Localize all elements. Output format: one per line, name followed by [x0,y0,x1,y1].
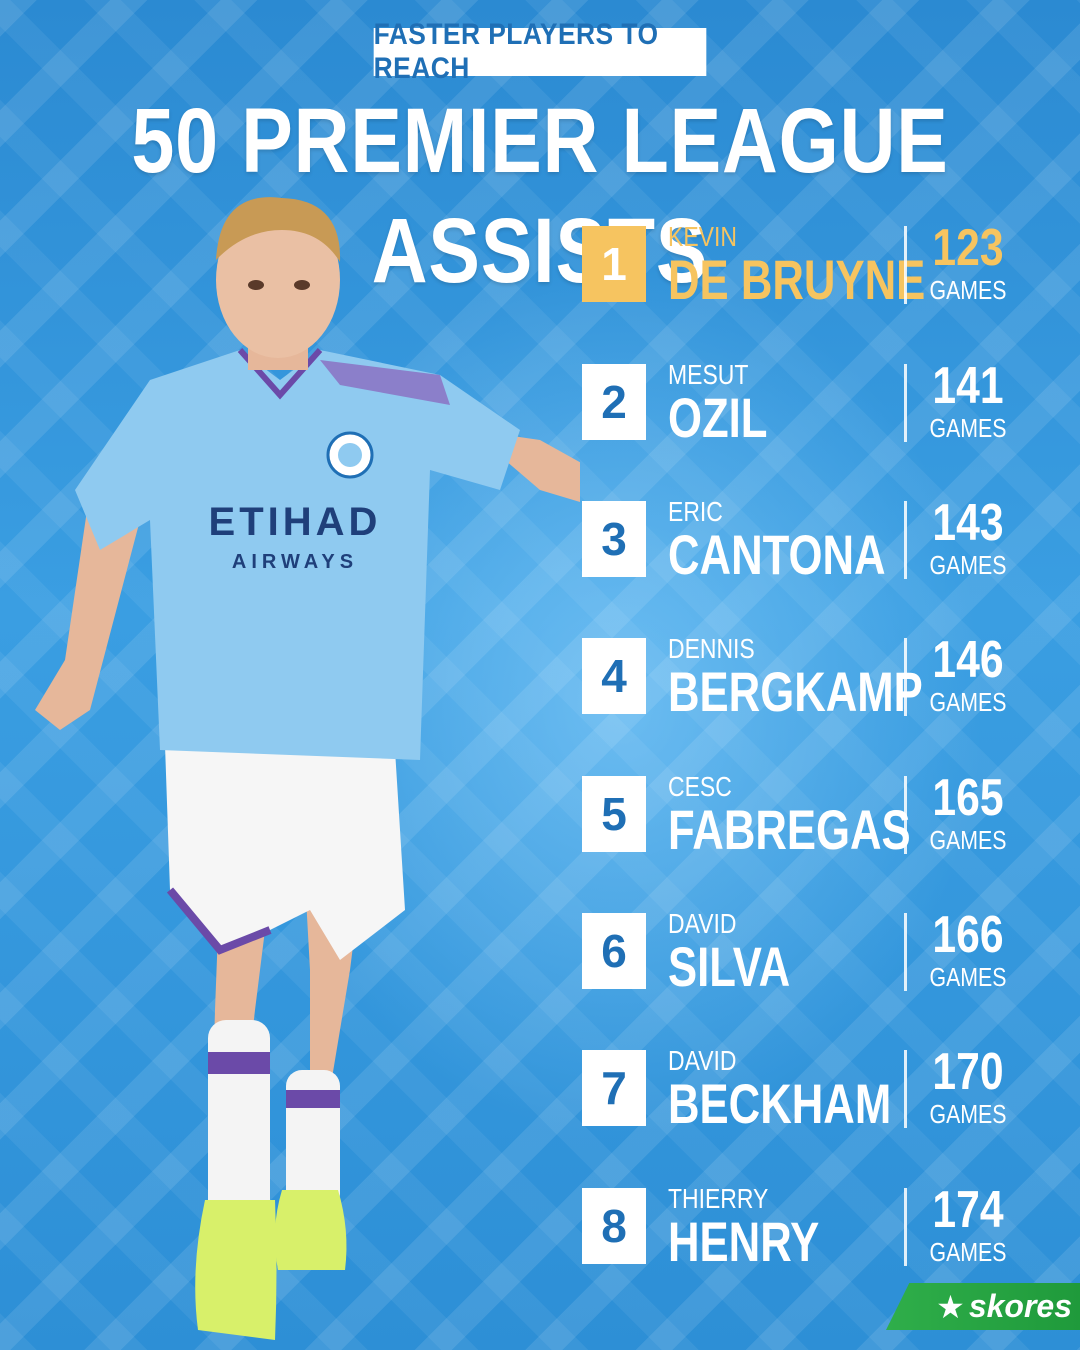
star-icon: ★ [936,1288,965,1325]
player-first-name: CESC [668,771,732,802]
player-last-name: DE BRUYNE [668,248,926,311]
row-divider [904,913,907,991]
player-first-name: DENNIS [668,633,755,664]
ranking-row: 8 THIERRY HENRY 174 GAMES [582,1181,1022,1273]
player-last-name: BERGKAMP [668,660,923,723]
player-first-name: THIERRY [668,1183,769,1214]
rank-number: 3 [582,501,646,577]
player-first-name: DAVID [668,908,737,939]
row-divider [904,364,907,442]
player-last-name: FABREGAS [668,798,911,861]
games-unit: GAMES [929,1237,1007,1267]
games-unit: GAMES [929,413,1007,443]
ranking-row: 2 MESUT OZIL 141 GAMES [582,357,1022,449]
ranking-row: 3 ERIC CANTONA 143 GAMES [582,494,1022,586]
rank-number: 2 [582,364,646,440]
games-unit: GAMES [929,1099,1007,1129]
player-last-name: OZIL [668,386,768,449]
rank-number: 6 [582,913,646,989]
skores-logo: ★ skores [886,1283,1080,1330]
row-divider [904,776,907,854]
games-count: 123 [932,219,1004,277]
games-unit: GAMES [929,825,1007,855]
player-photo: ETIHAD AIRWAYS [35,197,580,1340]
player-first-name: ERIC [668,496,723,527]
row-divider [904,226,907,304]
rank-number: 1 [582,226,646,302]
row-divider [904,1188,907,1266]
kicker-label: FASTER PLAYERS TO REACH [373,18,707,85]
games-count: 146 [932,631,1004,689]
ranking-row: 7 DAVID BECKHAM 170 GAMES [582,1043,1022,1135]
player-last-name: CANTONA [668,523,886,586]
rank-number: 5 [582,776,646,852]
games-count: 174 [932,1181,1004,1239]
player-first-name: DAVID [668,1045,737,1076]
games-count: 141 [932,357,1004,415]
rank-number: 4 [582,638,646,714]
ranking-row: 5 CESC FABREGAS 165 GAMES [582,769,1022,861]
games-count: 143 [932,494,1004,552]
games-count: 165 [932,769,1004,827]
row-divider [904,501,907,579]
player-last-name: HENRY [668,1210,820,1273]
shirt-sponsor-text: ETIHAD [209,500,382,544]
player-last-name: BECKHAM [668,1072,892,1135]
ranking-row: 4 DENNIS BERGKAMP 146 GAMES [582,631,1022,723]
ranking-row: 6 DAVID SILVA 166 GAMES [582,906,1022,998]
page-title: 50 PREMIER LEAGUE ASSISTS [131,90,949,302]
games-count: 166 [932,906,1004,964]
ranking-row: 1 KEVIN DE BRUYNE 123 GAMES [582,219,1022,311]
brand-name: skores [968,1288,1072,1324]
games-unit: GAMES [929,550,1007,580]
player-last-name: SILVA [668,935,791,998]
rank-number: 8 [582,1188,646,1264]
games-count: 170 [932,1043,1004,1101]
rank-number: 7 [582,1050,646,1126]
games-unit: GAMES [929,687,1007,717]
row-divider [904,638,907,716]
games-unit: GAMES [929,962,1007,992]
games-unit: GAMES [929,275,1007,305]
row-divider [904,1050,907,1128]
player-first-name: KEVIN [668,221,737,252]
player-first-name: MESUT [668,359,749,390]
shirt-sponsor-subtext: AIRWAYS [232,551,358,573]
